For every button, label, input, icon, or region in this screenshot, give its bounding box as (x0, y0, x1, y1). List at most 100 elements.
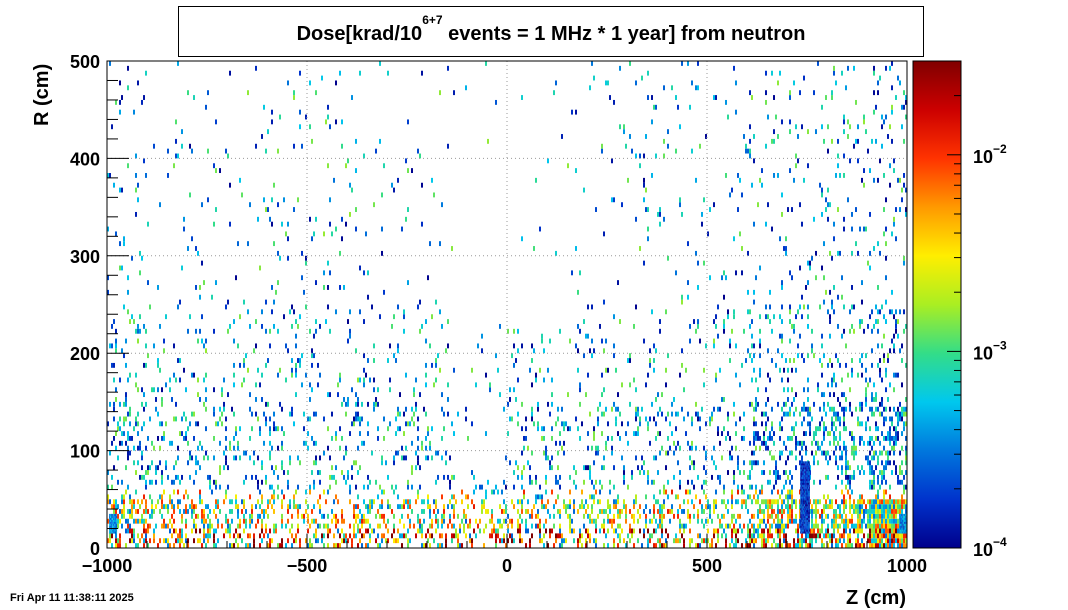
heatmap-cell (735, 499, 737, 505)
heatmap-cell (685, 431, 687, 436)
heatmap-cell (157, 465, 159, 471)
heatmap-cell (143, 392, 145, 398)
hotspot-cell (803, 510, 805, 513)
hotspot-cell (806, 496, 808, 499)
heatmap-cell (421, 533, 423, 539)
hotspot-cell (808, 463, 810, 466)
hotspot-cell (805, 474, 806, 478)
heatmap-cell (313, 333, 315, 339)
heatmap-cell (825, 474, 827, 480)
heatmap-cell (403, 523, 405, 529)
heatmap-cell (169, 440, 171, 446)
heatmap-cell (153, 387, 155, 393)
heatmap-cell (535, 177, 537, 183)
heatmap-cell (517, 348, 519, 354)
heatmap-cell (327, 445, 329, 451)
heatmap-cell (347, 158, 349, 164)
heatmap-cell (837, 397, 839, 402)
heatmap-cell (127, 65, 129, 71)
heatmap-cell (735, 343, 737, 349)
heatmap-cell (589, 470, 591, 475)
heatmap-cell (421, 440, 423, 446)
hotspot-cell (807, 463, 809, 466)
heatmap-cell (805, 538, 807, 544)
heatmap-cell (781, 543, 783, 548)
heatmap-cell (749, 543, 751, 548)
heatmap-cell (543, 533, 545, 539)
heatmap-cell (295, 343, 297, 349)
heatmap-cell (467, 494, 469, 500)
heatmap-cell (843, 421, 845, 427)
heatmap-cell (749, 138, 751, 144)
heatmap-cell (311, 509, 313, 514)
heatmap-cell (273, 426, 275, 432)
heatmap-cell (521, 450, 523, 456)
hotspot-cell (112, 517, 114, 520)
hotspot-cell (801, 525, 802, 528)
heatmap-cell (121, 95, 123, 100)
heatmap-cell (667, 255, 669, 261)
heatmap-cell (813, 528, 815, 534)
heatmap-cell (903, 309, 905, 315)
heatmap-cell (315, 280, 317, 286)
heatmap-cell (821, 211, 823, 217)
heatmap-cell (787, 543, 789, 548)
hotspot-cell (804, 513, 806, 517)
hotspot-cell (801, 531, 802, 534)
heatmap-cell (877, 533, 879, 539)
heatmap-cell (727, 114, 729, 120)
heatmap-cell (855, 543, 857, 548)
heatmap-cell (767, 528, 769, 534)
hotspot-cell (807, 465, 809, 468)
heatmap-cell (747, 543, 749, 548)
heatmap-cell (605, 367, 607, 373)
heatmap-cell (133, 426, 135, 432)
heatmap-cell (819, 445, 821, 451)
heatmap-cell (831, 543, 833, 548)
heatmap-cell (147, 509, 149, 514)
heatmap-cell (887, 397, 889, 402)
heatmap-cell (791, 401, 793, 407)
heatmap-cell (299, 124, 301, 130)
heatmap-cell (307, 543, 309, 548)
heatmap-cell (783, 440, 785, 446)
heatmap-cell (849, 406, 851, 412)
heatmap-cell (541, 426, 543, 432)
heatmap-cell (697, 319, 699, 324)
heatmap-cell (247, 309, 249, 315)
hotspot-cell (805, 484, 807, 487)
heatmap-cell (749, 538, 751, 544)
heatmap-cell (661, 523, 663, 529)
heatmap-cell (447, 343, 449, 349)
hotspot-cell (899, 523, 901, 526)
heatmap-cell (577, 538, 579, 544)
heatmap-cell (273, 499, 275, 505)
heatmap-cell (529, 513, 531, 519)
heatmap-cell (277, 148, 279, 154)
heatmap-cell (883, 499, 885, 505)
heatmap-cell (613, 314, 615, 320)
hotspot-cell (800, 461, 802, 464)
heatmap-cell (889, 509, 891, 514)
heatmap-cell (803, 440, 805, 446)
hotspot-cell (809, 511, 810, 515)
heatmap-cell (557, 416, 559, 422)
heatmap-cell (129, 372, 131, 378)
heatmap-cell (759, 367, 761, 373)
heatmap-cell (881, 470, 883, 475)
heatmap-cell (885, 255, 887, 261)
heatmap-cell (743, 523, 745, 529)
heatmap-cell (357, 513, 359, 519)
heatmap-cell (799, 504, 801, 510)
heatmap-cell (667, 435, 669, 441)
hotspot-cell (803, 527, 805, 530)
heatmap-cell (819, 182, 821, 188)
heatmap-cell (867, 416, 869, 422)
hotspot-cell (806, 486, 808, 489)
heatmap-cell (139, 445, 141, 451)
hotspot-cell (800, 476, 802, 480)
heatmap-cell (889, 382, 891, 388)
heatmap-cell (143, 406, 145, 412)
heatmap-cell (893, 372, 895, 378)
heatmap-cell (145, 470, 147, 475)
